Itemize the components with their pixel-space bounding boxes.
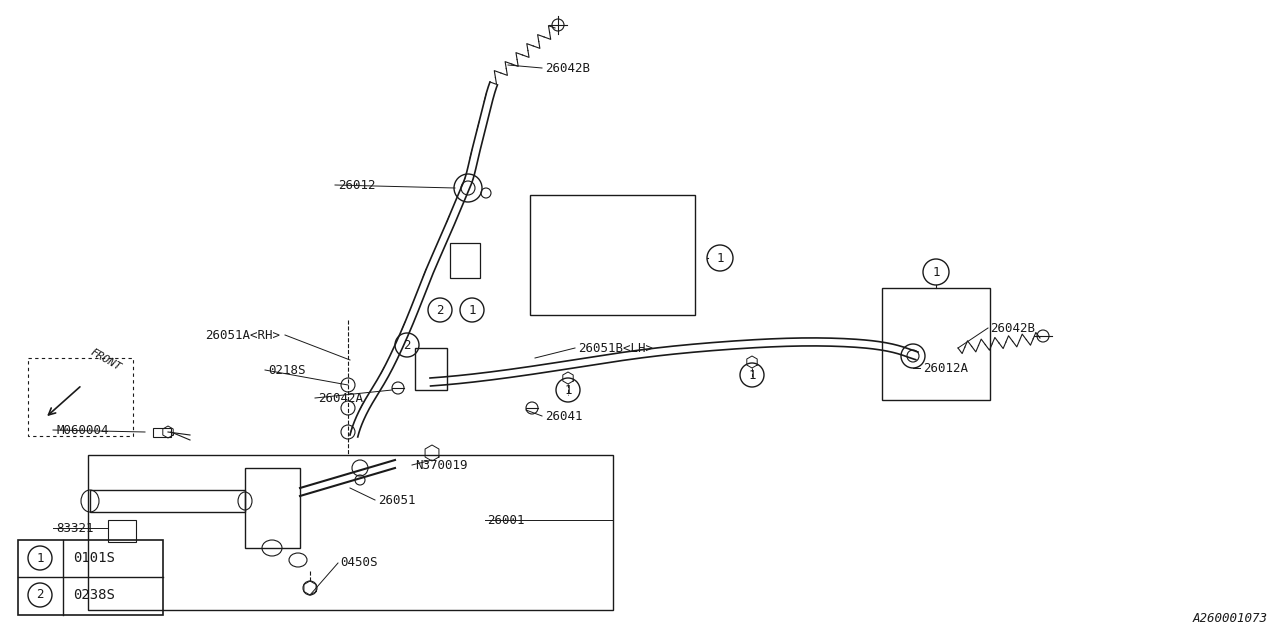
Text: 0238S: 0238S (73, 588, 115, 602)
Text: 0450S: 0450S (340, 557, 378, 570)
Text: 1: 1 (749, 369, 755, 381)
Bar (415, 348, 447, 390)
Text: 1: 1 (36, 552, 44, 564)
Text: 26001: 26001 (486, 513, 525, 527)
Text: 2: 2 (436, 303, 444, 317)
Text: 26051: 26051 (378, 493, 416, 506)
Text: 2: 2 (36, 589, 44, 602)
Text: 26051B<LH>: 26051B<LH> (579, 342, 653, 355)
Text: 83321: 83321 (56, 522, 93, 534)
Text: 26012A: 26012A (923, 362, 968, 374)
Text: FRONT: FRONT (88, 348, 122, 373)
Text: 1: 1 (932, 266, 940, 278)
Text: M060004: M060004 (56, 424, 109, 436)
Text: N370019: N370019 (415, 458, 467, 472)
Text: 1: 1 (468, 303, 476, 317)
Bar (88, 455, 613, 610)
Bar (108, 520, 136, 542)
Text: 26051A<RH>: 26051A<RH> (205, 328, 280, 342)
Text: 1: 1 (564, 383, 572, 397)
Bar (28, 358, 133, 436)
Text: 26042A: 26042A (317, 392, 364, 404)
Bar (451, 243, 480, 278)
Text: 26012: 26012 (338, 179, 375, 191)
Bar (90, 490, 244, 512)
Bar (530, 195, 695, 315)
Text: 2: 2 (403, 339, 411, 351)
Text: A260001073: A260001073 (1193, 612, 1268, 625)
Bar (18, 540, 163, 615)
Bar (882, 288, 989, 400)
Text: 26042B: 26042B (989, 321, 1036, 335)
Bar (244, 468, 300, 548)
Text: 26041: 26041 (545, 410, 582, 422)
Text: 1: 1 (717, 252, 723, 264)
Text: 0218S: 0218S (268, 364, 306, 376)
Bar (154, 428, 172, 436)
Text: 0101S: 0101S (73, 551, 115, 565)
Text: 26042B: 26042B (545, 61, 590, 74)
